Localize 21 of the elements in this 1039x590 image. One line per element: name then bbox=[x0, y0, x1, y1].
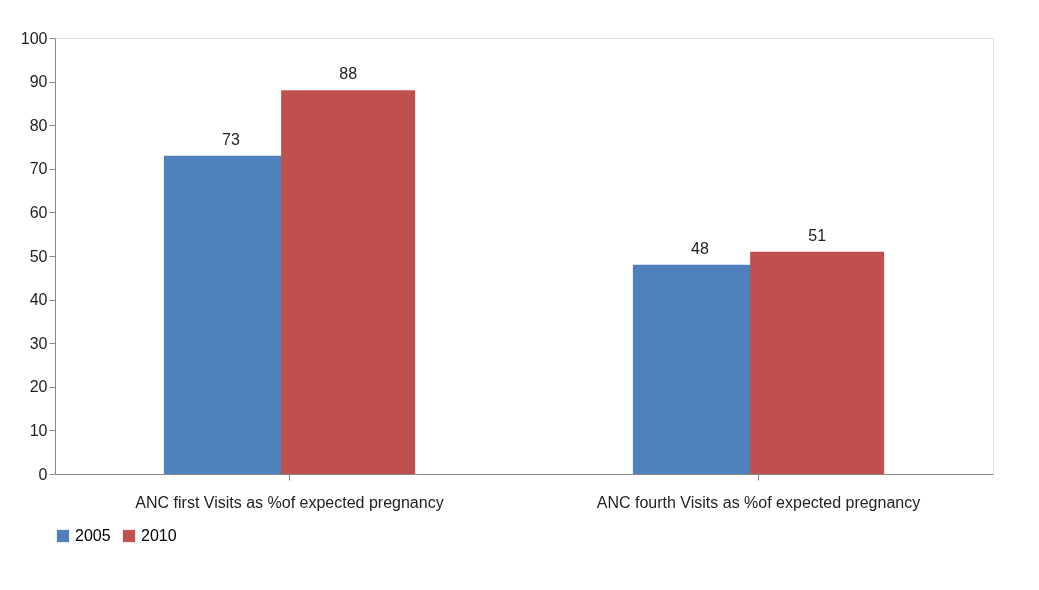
y-tick-label: 90 bbox=[29, 73, 48, 91]
x-tick-label: ANC fourth Visits as %of expected pregnancy bbox=[596, 493, 921, 511]
x-tick-label: ANC first Visits as %of expected pregnancy bbox=[135, 493, 444, 511]
data-label: 51 bbox=[808, 226, 827, 244]
y-tick-label: 60 bbox=[29, 203, 48, 221]
y-tick-label: 70 bbox=[29, 160, 48, 178]
y-tick-label: 50 bbox=[29, 247, 48, 265]
data-label: 73 bbox=[221, 130, 240, 148]
y-tick-label: 40 bbox=[29, 291, 48, 309]
y-tick-label: 30 bbox=[29, 334, 48, 352]
bar bbox=[750, 251, 885, 474]
y-tick-label: 100 bbox=[20, 29, 48, 47]
legend-label: 2010 bbox=[141, 527, 177, 544]
legend-label: 2005 bbox=[75, 527, 111, 544]
data-label: 88 bbox=[339, 65, 358, 83]
data-label: 48 bbox=[690, 239, 709, 257]
y-tick-label: 0 bbox=[38, 465, 48, 483]
y-tick-label: 20 bbox=[29, 378, 48, 396]
y-tick-label: 80 bbox=[29, 116, 48, 134]
bar bbox=[281, 90, 416, 474]
y-tick-label: 10 bbox=[29, 421, 48, 439]
